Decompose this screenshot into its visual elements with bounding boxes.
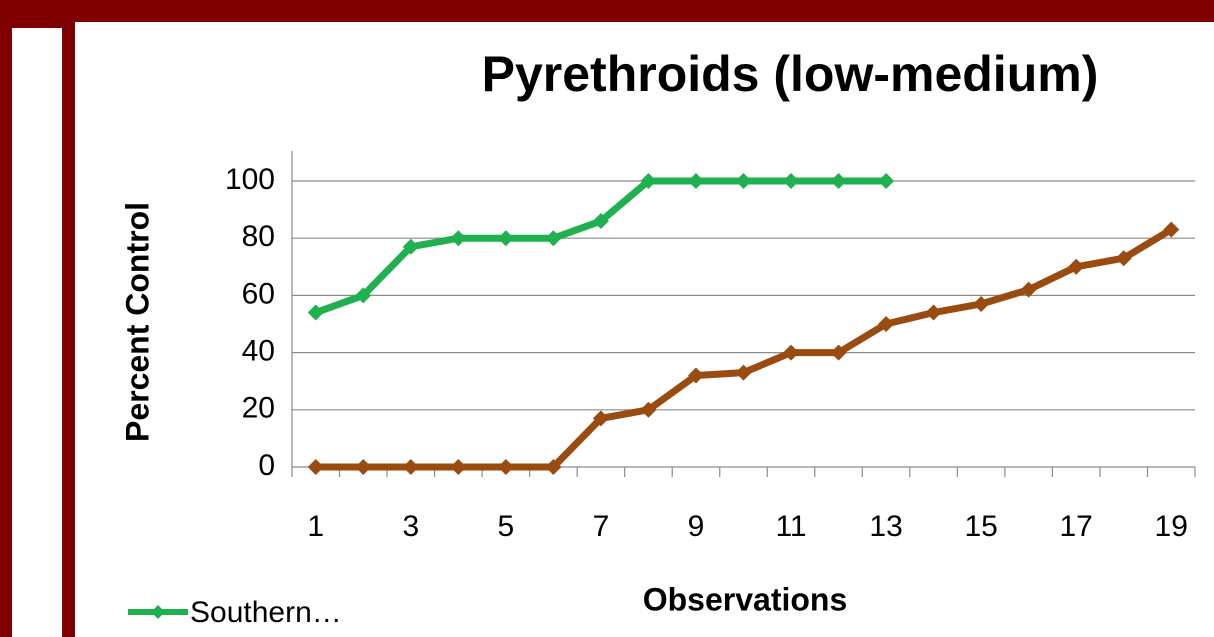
data-point [1068, 258, 1085, 275]
data-point [973, 295, 990, 312]
legend-marker [151, 605, 165, 619]
data-point [545, 230, 562, 247]
y-axis-label: Percent Control [119, 202, 155, 442]
x-tick-label: 13 [869, 510, 902, 543]
data-point [640, 401, 657, 418]
data-point [592, 410, 609, 427]
data-point [355, 287, 372, 304]
y-tick-label: 0 [258, 449, 275, 482]
data-point [355, 459, 372, 475]
data-point [402, 459, 419, 475]
data-point [687, 173, 704, 189]
y-tick-label: 100 [225, 163, 275, 196]
data-point [735, 364, 752, 381]
x-tick-label: 11 [775, 510, 806, 543]
data-point [1163, 221, 1180, 238]
data-point [830, 173, 847, 189]
data-point [307, 459, 324, 475]
data-point [450, 459, 467, 475]
data-point [830, 344, 847, 361]
data-point [1020, 281, 1037, 298]
x-tick-label: 15 [964, 510, 997, 543]
data-point [640, 173, 657, 189]
data-point [687, 367, 704, 384]
x-tick-label: 5 [498, 510, 515, 543]
data-point [735, 173, 752, 189]
slide-panel [75, 22, 1214, 637]
x-tick-label: 9 [688, 510, 705, 543]
x-tick-label: 1 [307, 510, 324, 543]
x-tick-label: 7 [593, 510, 610, 543]
data-point [450, 230, 467, 247]
data-point [783, 344, 800, 361]
data-point [307, 304, 324, 321]
data-point [545, 459, 562, 475]
data-point [497, 230, 514, 247]
y-tick-label: 20 [242, 392, 275, 425]
data-point [878, 173, 895, 189]
x-tick-label: 17 [1059, 510, 1092, 543]
chart-title: Pyrethroids (low-medium) [482, 46, 1099, 102]
y-tick-label: 80 [242, 220, 275, 253]
side-panel [12, 28, 62, 637]
data-point [878, 316, 895, 332]
data-point [1115, 250, 1132, 267]
x-axis-label: Observations [643, 581, 848, 617]
data-point [497, 459, 514, 475]
data-point [592, 213, 609, 230]
data-point [402, 238, 419, 255]
legend-label: Southern… [190, 596, 342, 629]
data-point [925, 304, 942, 321]
y-tick-label: 60 [242, 277, 275, 310]
x-tick-label: 3 [402, 510, 419, 543]
data-point [783, 173, 800, 189]
x-tick-label: 19 [1155, 510, 1188, 543]
y-tick-label: 40 [242, 335, 275, 368]
